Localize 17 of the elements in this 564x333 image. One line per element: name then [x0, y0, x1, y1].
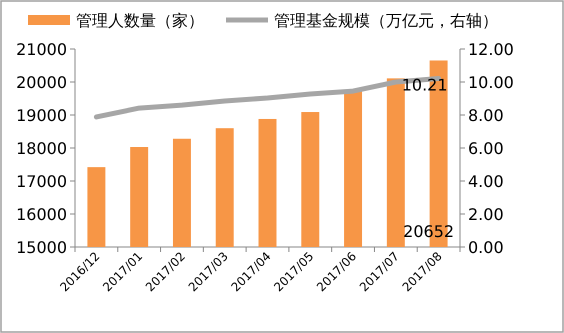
y2-tick-label: 10.00: [468, 73, 514, 92]
legend-label: 管理人数量（家）: [76, 11, 204, 30]
y2-tick-label: 6.00: [468, 139, 504, 158]
y-tick-label: 18000: [16, 139, 67, 158]
legend-label: 管理基金规模（万亿元，右轴）: [274, 11, 498, 30]
data-label: 10.21: [402, 76, 448, 95]
y2-tick-label: 0.00: [468, 238, 504, 257]
y-tick-label: 16000: [16, 205, 67, 224]
y-tick-label: 21000: [16, 40, 67, 59]
y-tick-label: 20000: [16, 73, 67, 92]
y2-tick-label: 8.00: [468, 106, 504, 125]
y-tick-label: 17000: [16, 172, 67, 191]
y-tick-label: 15000: [16, 238, 67, 257]
y-tick-label: 19000: [16, 106, 67, 125]
y2-tick-label: 2.00: [468, 205, 504, 224]
y2-tick-label: 12.00: [468, 40, 514, 59]
y2-tick-label: 4.00: [468, 172, 504, 191]
